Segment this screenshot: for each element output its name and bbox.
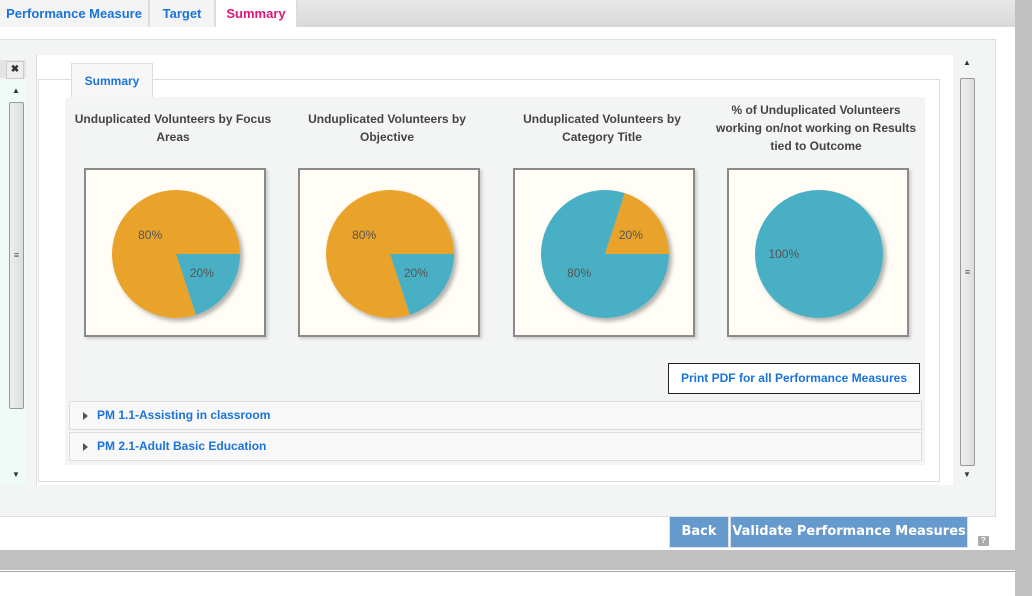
back-button[interactable]: Back [669,516,729,548]
pie-chart: 80% 20% [513,168,695,337]
summary-fieldset [38,79,940,482]
accordion-label: PM 2.1-Adult Basic Education [97,439,267,453]
slice-label: 20% [618,228,643,243]
pie-chart: 20% 80% [84,168,266,337]
validate-performance-measures-button[interactable]: Validate Performance Measures [730,516,968,548]
chart-title: Unduplicated Volunteers by Focus Areas [74,112,272,144]
window-edge [1015,0,1032,596]
slice-label: 20% [189,265,214,280]
expand-arrow-icon [83,412,88,420]
pie-slice [176,254,240,315]
chart-title: Unduplicated Volunteers by Category Titl… [523,112,681,144]
accordion-label: PM 1.1-Assisting in classroom [97,408,271,422]
summary-section-tab[interactable]: Summary [71,63,153,97]
slice-label: 80% [352,228,377,243]
chart-title: Unduplicated Volunteers by Objective [308,112,466,144]
scroll-down-icon[interactable]: ▼ [12,470,20,479]
pie-slice [605,193,669,254]
scroll-up-icon[interactable]: ▲ [963,58,971,67]
help-icon[interactable]: ? [978,536,989,546]
slice-label: 100% [768,247,800,261]
slice-label: 20% [403,265,428,280]
accordion-item[interactable]: PM 1.1-Assisting in classroom [69,401,922,430]
close-icon[interactable]: ✖ [6,61,24,79]
pie-slice [326,189,454,318]
left-scrollbar-thumb[interactable]: ≡ [9,102,24,409]
slice-label: 80% [138,228,163,243]
footer-bar [0,550,1015,570]
pie-slice [112,189,240,318]
tab-summary[interactable]: Summary [216,0,298,27]
expand-arrow-icon [83,443,88,451]
pie-slice [390,254,454,315]
right-scrollbar-thumb[interactable]: ≡ [960,78,975,466]
pie-chart: 100% [727,168,909,337]
pie-chart: 20% 80% [298,168,480,337]
slice-label: 80% [567,265,592,280]
scroll-up-icon[interactable]: ▲ [12,86,20,95]
pie-slice [755,190,883,318]
scroll-down-icon[interactable]: ▼ [963,470,971,479]
tab-performance-measure[interactable]: Performance Measure [0,0,150,27]
tab-target[interactable]: Target [150,0,216,27]
chart-title: % of Unduplicated Volunteers working on/… [716,103,916,153]
print-pdf-button[interactable]: Print PDF for all Performance Measures [668,363,920,394]
accordion-item[interactable]: PM 2.1-Adult Basic Education [69,432,922,461]
divider [0,571,1015,572]
